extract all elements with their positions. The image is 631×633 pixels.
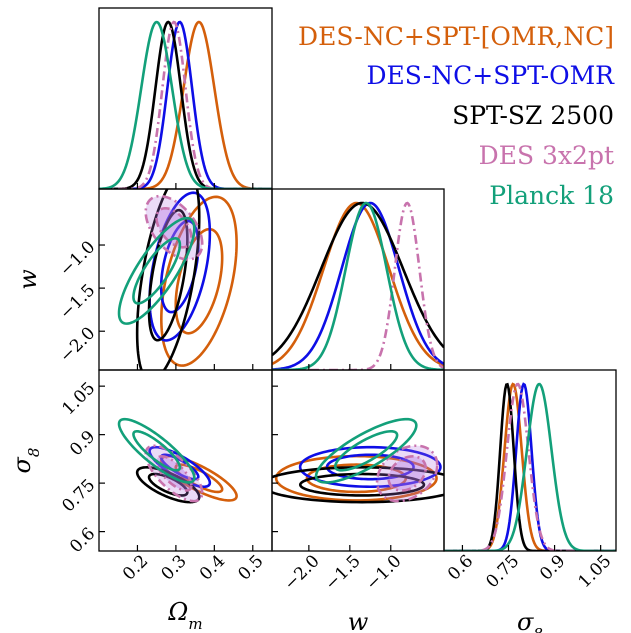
panel-content	[99, 20, 272, 189]
x-tick-label-Om: 0.3	[157, 551, 190, 584]
contour-3-w-s8-95	[272, 466, 444, 504]
y-tick-label-w: −1.0	[56, 237, 99, 280]
marginal-1-Om	[99, 20, 272, 189]
panel-content	[444, 382, 616, 551]
contour-5-w-s8-68	[333, 429, 399, 472]
legend-item-3: SPT-SZ 2500	[452, 101, 614, 130]
panel-content	[117, 189, 238, 370]
contour-4-w-s8-68	[387, 455, 427, 492]
x-tick-label-Om: 0.4	[196, 551, 229, 584]
contour-1-Om-w-95	[160, 195, 238, 367]
panel-content	[272, 417, 444, 504]
legend-item-5: Planck 18	[489, 181, 614, 210]
legend-item-1: DES-NC+SPT-[OMR,NC]	[298, 22, 614, 51]
x-tick-label-s8: 1.05	[575, 551, 616, 592]
contour-2-w-s8-95	[298, 445, 442, 489]
marginal-3-Om	[99, 20, 272, 189]
contour-1-w-s8-95	[274, 454, 438, 502]
x-tick-label-Om: 0.2	[119, 551, 152, 584]
x-axis-label-w-symbol: w	[348, 608, 369, 633]
y-axis-label-w-symbol: w	[14, 269, 42, 290]
x-tick-label-s8: 0.6	[444, 551, 477, 584]
contour-5-Om-s8-95	[117, 417, 196, 484]
y-tick-label-s8: 0.75	[58, 475, 99, 516]
marginal-3-w	[272, 201, 444, 357]
legend-item-2: DES-NC+SPT-OMR	[367, 61, 616, 90]
legend: DES-NC+SPT-[OMR,NC] DES-NC+SPT-OMR SPT-SZ …	[298, 22, 615, 210]
panel-w-marginal	[271, 188, 445, 371]
x-tick-label-s8: 0.75	[482, 551, 523, 592]
x-axis-label-Om-symbol: Ω	[167, 598, 188, 626]
marginal-5-w	[272, 201, 444, 370]
y-tick-label-s8: 0.9	[66, 427, 99, 460]
marginal-4-s8	[444, 382, 616, 551]
marginal-4-w	[272, 201, 444, 370]
contour-3-Om-s8-95	[135, 466, 201, 504]
panel-w-s8	[271, 369, 445, 552]
x-axis-label-s8-symbol: σ	[517, 608, 534, 633]
contour-5-w-s8-95	[314, 417, 418, 484]
x-axis-label-Om: Ωm	[167, 598, 202, 633]
x-tick-label-s8: 0.9	[536, 551, 569, 584]
x-tick-label-Om: 0.5	[234, 551, 267, 584]
panel-Om-s8	[98, 369, 273, 552]
y-axis-label-s8-subscript: 8	[25, 448, 43, 458]
x-tick-label-w: −1.5	[321, 551, 364, 594]
marginal-4-Om	[99, 20, 272, 189]
panel-Om-w	[98, 188, 273, 371]
contour-5-Om-s8-68	[132, 429, 182, 472]
panel-Om-marginal	[98, 7, 273, 190]
x-axis-label-Om-subscript: m	[188, 615, 202, 633]
marginal-5-Om	[99, 20, 272, 189]
marginal-1-s8	[444, 382, 616, 551]
contour-4-Om-w-95	[144, 194, 204, 261]
marginal-2-w	[272, 201, 444, 370]
x-axis-label-s8-subscript: 8	[533, 625, 543, 633]
contour-3-Om-w-95	[135, 189, 201, 370]
marginal-1-w	[272, 201, 444, 367]
y-tick-label-w: −1.5	[56, 280, 99, 323]
panel-s8-marginal	[443, 369, 617, 552]
contour-3-w-s8-68	[298, 472, 426, 497]
x-axis-label-w: w	[348, 608, 369, 633]
y-axis-label-s8: σ8	[8, 448, 43, 474]
y-tick-label-s8: 0.6	[66, 524, 99, 557]
y-tick-label-s8: 1.05	[58, 378, 99, 419]
x-tick-label-w: −2.0	[280, 551, 323, 594]
contour-5-Om-w-95	[117, 216, 196, 325]
contour-1-Om-s8-68	[174, 463, 224, 494]
x-axis-label-s8: σ8	[517, 608, 543, 633]
contour-4-Om-s8-95	[144, 444, 204, 503]
y-axis-label-s8-symbol: σ	[8, 456, 36, 473]
y-axis-label-w: w	[14, 269, 42, 290]
x-tick-label-w: −1.0	[362, 551, 405, 594]
legend-item-4: DES 3x2pt	[479, 141, 614, 170]
y-tick-label-w: −2.0	[56, 323, 99, 366]
panel-content	[272, 201, 444, 370]
contour-2-Om-s8-95	[148, 445, 212, 489]
contour-5-Om-w-68	[132, 237, 182, 305]
panel-frame	[443, 369, 617, 552]
panel-content	[117, 417, 238, 504]
